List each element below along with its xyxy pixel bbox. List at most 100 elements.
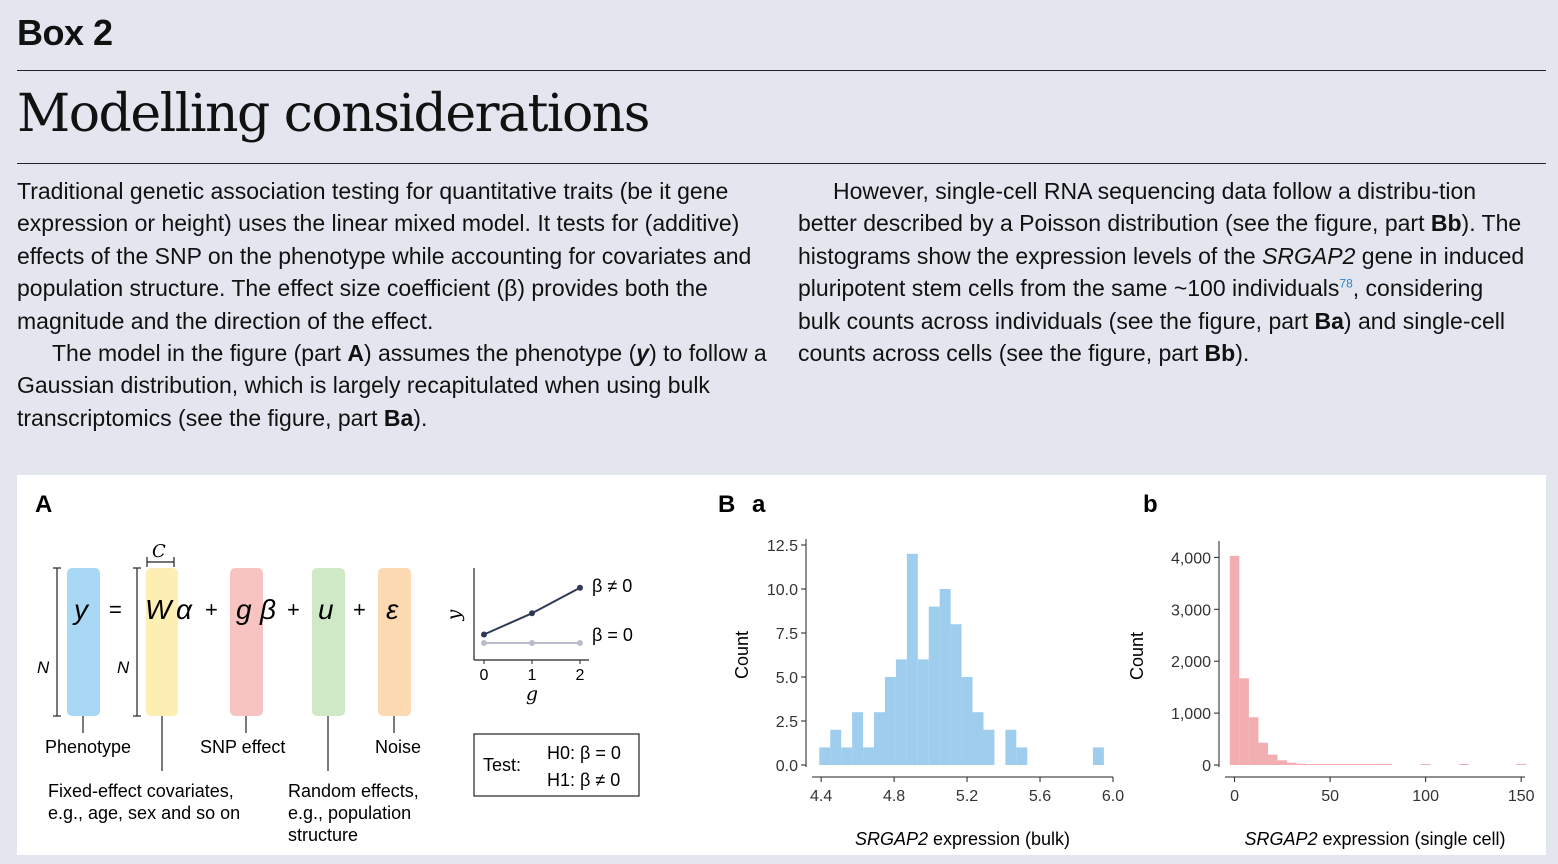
y-axis-label: Count — [732, 631, 752, 679]
x-tick-label: 100 — [1412, 788, 1439, 805]
x-tick-label: 5.2 — [956, 788, 978, 805]
y-axis-label: Count — [1127, 632, 1147, 680]
histogram-bar — [1315, 764, 1326, 765]
histogram-bar — [895, 659, 907, 765]
histogram-bar — [830, 729, 842, 765]
x-tick-label: 50 — [1321, 788, 1339, 805]
histogram-bar — [1306, 764, 1316, 765]
histogram-bar — [1373, 764, 1383, 765]
left-column: Traditional genetic association testing … — [17, 175, 767, 434]
histogram-bar — [1325, 764, 1335, 765]
histogram-bar — [1248, 717, 1259, 765]
figure-svg: A C N N y = W α + g β + u + ε Phenotype — [35, 491, 1535, 849]
x-tick-label: 4.8 — [883, 788, 905, 805]
x-axis-label-gene: SRGAP2 — [855, 829, 928, 849]
histogram-bar — [863, 747, 875, 765]
histogram-bar — [1229, 555, 1240, 765]
eq-plus-3: + — [353, 597, 366, 622]
panel-a-label: A — [35, 491, 52, 518]
panel-b-label: B — [718, 491, 735, 518]
y-tick-label: 3,000 — [1171, 602, 1211, 619]
y-tick-label: 10.0 — [767, 582, 798, 599]
panel-ba-label: a — [752, 491, 766, 518]
y-tick-label: 2.5 — [776, 714, 798, 731]
histogram-bar — [1277, 760, 1288, 765]
noise-bar — [378, 568, 411, 716]
y-tick-label: 12.5 — [767, 538, 798, 555]
histogram-bar — [874, 712, 885, 765]
n-label-2: N — [117, 658, 130, 677]
x-tick-label: 150 — [1508, 788, 1535, 805]
h1-label: H1: β ≠ 0 — [547, 770, 620, 790]
histogram-bar — [1382, 764, 1393, 765]
panel-bb-label: b — [1143, 491, 1158, 518]
histogram-bar — [1420, 764, 1431, 765]
y-tick-label: 0 — [1202, 758, 1211, 775]
phenotype-bar — [67, 568, 100, 716]
mini-xlabel: g — [526, 683, 538, 705]
eq-epsilon: ε — [386, 594, 399, 625]
paragraph-3: However, single-cell RNA sequencing data… — [798, 178, 1525, 367]
top-rule — [17, 70, 1546, 71]
histogram-bar — [906, 553, 918, 765]
fixed-effects-label-1: Fixed-effect covariates, — [48, 781, 234, 801]
histogram-bar — [1363, 764, 1374, 765]
beta-nonzero-point — [577, 584, 583, 591]
histogram-bar — [1239, 678, 1249, 765]
covariates-bar — [146, 568, 178, 716]
x-axis-label-rest: expression (single cell) — [1317, 829, 1505, 849]
mini-tick-2: 2 — [576, 667, 585, 684]
y-tick-label: 0.0 — [776, 758, 798, 775]
histogram-bar — [939, 589, 951, 765]
random-effects-label-1: Random effects, — [288, 781, 419, 801]
histogram-bar — [1016, 747, 1028, 765]
x-tick-label: 0 — [1230, 788, 1239, 805]
x-tick-label: 6.0 — [1102, 788, 1124, 805]
noise-label: Noise — [375, 737, 421, 757]
histogram-bulk: 0.0 2.5 5.0 7.5 10.0 12.5 4.4 4.8 5.2 5.6 6.0 Count… — [732, 538, 1124, 849]
histogram-bar — [1287, 762, 1297, 765]
beta-zero-label: β = 0 — [592, 625, 633, 645]
y-tick-label: 4,000 — [1171, 550, 1211, 567]
test-label: Test: — [483, 755, 521, 775]
mini-tick-0: 0 — [480, 667, 489, 684]
box-label: Box 2 — [17, 12, 113, 53]
y-tick-label: 7.5 — [776, 626, 798, 643]
beta-zero-point — [577, 640, 583, 646]
h0-label: H0: β = 0 — [547, 743, 621, 763]
reference-link[interactable]: 78 — [1339, 276, 1353, 291]
eq-y: y — [72, 594, 90, 625]
random-effects-label-2: e.g., population — [288, 803, 411, 823]
histogram-bar — [928, 606, 940, 765]
beta-nonzero-label: β ≠ 0 — [592, 576, 632, 596]
eq-plus-2: + — [287, 597, 300, 622]
n-bracket-1 — [53, 567, 61, 717]
snp-bar — [230, 568, 263, 716]
histogram-bar — [1267, 754, 1278, 765]
eq-alpha: α — [176, 594, 193, 625]
n-bracket-2 — [133, 567, 141, 717]
eq-w: W — [145, 594, 174, 625]
y-tick-label: 2,000 — [1171, 654, 1211, 671]
paragraph-2: The model in the figure (part A) assumes… — [17, 340, 767, 431]
histogram-bar — [1344, 764, 1354, 765]
n-label-1: N — [37, 658, 50, 677]
eq-beta: β — [259, 594, 276, 625]
eq-g: g — [236, 594, 252, 625]
histogram-bar — [852, 712, 864, 765]
histogram-bar — [1516, 764, 1526, 765]
title-rule — [17, 163, 1546, 164]
histogram-bar — [1334, 764, 1345, 765]
histogram-bar — [1459, 764, 1469, 765]
x-axis-label-gene: SRGAP2 — [1244, 829, 1317, 849]
histogram-single-cell: 0 1,000 2,000 3,000 4,000 0 50 100 150 Count SRGAP… — [1127, 541, 1535, 849]
beta-zero-point — [529, 640, 535, 646]
x-tick-label: 4.4 — [810, 788, 832, 805]
histogram-bar — [819, 747, 831, 765]
x-tick-label: 5.6 — [1029, 788, 1051, 805]
histogram-bar — [884, 677, 896, 765]
eq-equals: = — [109, 597, 122, 622]
page-title: Modelling considerations — [17, 84, 650, 144]
histogram-bar — [841, 747, 853, 765]
histogram-bar — [983, 729, 995, 765]
